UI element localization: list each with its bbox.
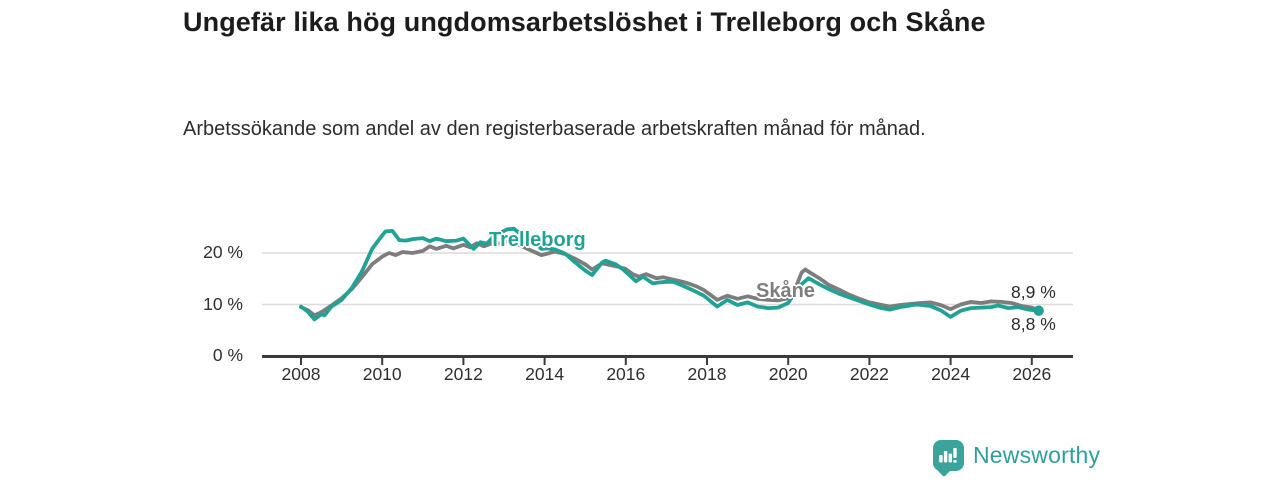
chart-subtitle: Arbetssökande som andel av den registerb… [183, 118, 926, 140]
x-axis-tick-label: 2010 [362, 364, 402, 384]
x-axis-tick-label: 2014 [525, 364, 565, 384]
bar-chart-speech-bubble-icon [933, 440, 964, 478]
y-axis-tick-label: 10 % [203, 293, 243, 314]
x-axis-tick-label: 2026 [1012, 364, 1052, 384]
x-axis-tick-label: 2008 [281, 364, 321, 384]
x-axis-tick-label: 2018 [687, 364, 727, 384]
end-value-label-trelleborg: 8,8 % [1011, 314, 1056, 334]
x-axis-tick-label: 2022 [849, 364, 889, 384]
series-label-trelleborg: Trelleborg [489, 229, 586, 251]
y-axis-tick-label: 20 % [203, 242, 243, 262]
series-label-skane: Skåne [756, 280, 815, 302]
x-axis-tick-label: 2012 [443, 364, 483, 384]
x-axis-tick-label: 2024 [931, 364, 971, 384]
newsworthy-wordmark: Newsworthy [973, 442, 1101, 468]
bar-chart-glyph [939, 448, 957, 463]
x-axis-tick-label: 2016 [606, 364, 646, 384]
end-value-label-skane: 8,9 % [1011, 282, 1056, 302]
newsworthy-logo[interactable]: Newsworthy [933, 440, 1101, 478]
y-axis-tick-label: 0 % [212, 345, 243, 365]
x-axis-tick-label: 2020 [768, 364, 808, 384]
chart-title: Ungefär lika hög ungdomsarbetslöshet i T… [183, 7, 986, 37]
